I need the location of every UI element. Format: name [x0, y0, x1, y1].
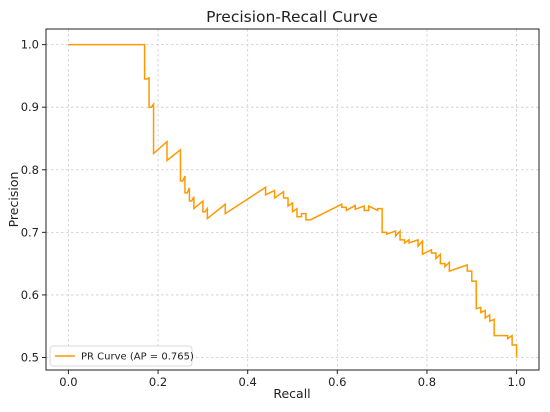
legend: PR Curve (AP = 0.765) [49, 345, 194, 367]
x-tick-label: 0.4 [239, 375, 257, 389]
x-tick-label: 0.0 [59, 375, 77, 389]
y-tick-label: 0.5 [21, 350, 39, 364]
x-axis-ticks: 0.0 0.2 0.4 0.6 0.8 1.0 [59, 370, 526, 389]
y-tick-label: 0.8 [21, 163, 39, 177]
x-tick-label: 0.8 [418, 375, 436, 389]
series-layer [68, 43, 518, 358]
chart-title: Precision-Recall Curve [206, 8, 378, 26]
y-tick-label: 0.6 [21, 288, 39, 302]
y-tick-label: 0.9 [21, 100, 39, 114]
y-tick-label: 0.7 [21, 225, 39, 239]
legend-label: PR Curve (AP = 0.765) [81, 352, 194, 363]
y-axis-label: Precision [6, 172, 21, 228]
axes-frame [45, 28, 540, 371]
x-axis-label: Recall [273, 386, 310, 401]
grid-lines [46, 29, 539, 370]
x-tick-label: 0.6 [328, 375, 346, 389]
legend-box [49, 345, 193, 367]
x-tick-label: 0.2 [149, 375, 167, 389]
pr-curve-line [68, 43, 518, 358]
y-axis-ticks: 0.5 0.6 0.7 0.8 0.9 1.0 [21, 38, 46, 364]
x-tick-label: 1.0 [507, 375, 525, 389]
y-tick-label: 1.0 [21, 38, 39, 52]
